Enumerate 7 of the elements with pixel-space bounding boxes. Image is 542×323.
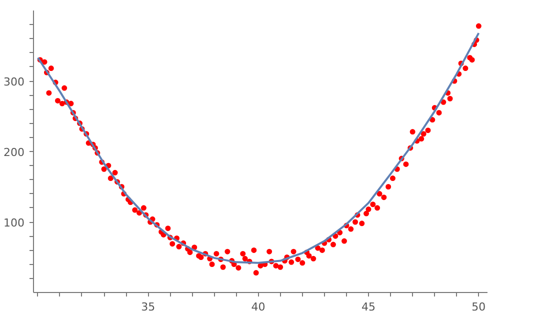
y-tick-label: 100 xyxy=(4,216,25,230)
x-tick-label: 50 xyxy=(472,300,486,314)
x-tick-label: 35 xyxy=(141,300,156,314)
x-tick-label: 40 xyxy=(251,300,266,314)
x-tick-label: 45 xyxy=(361,300,376,314)
y-tick-label: 300 xyxy=(4,76,25,88)
y-tick-label: 200 xyxy=(4,146,25,159)
